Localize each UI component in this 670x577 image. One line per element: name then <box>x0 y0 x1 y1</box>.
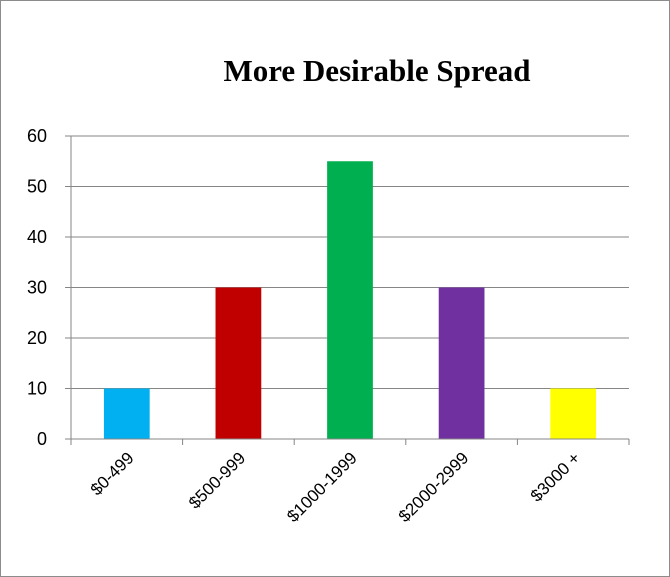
x-tick-label-0: $0-499 <box>87 448 138 499</box>
bar-1 <box>215 287 262 439</box>
bar-0 <box>103 388 150 439</box>
x-tick-label-1: $500-999 <box>185 448 249 512</box>
y-tick-label-1: 10 <box>27 379 47 399</box>
axes <box>65 136 630 445</box>
y-axis-tick-labels: 0 10 20 30 40 50 60 <box>27 126 47 449</box>
x-tick-label-3: $2000-2999 <box>395 448 473 526</box>
x-tick-label-2: $1000-1999 <box>283 448 361 526</box>
y-tick-label-2: 20 <box>27 328 47 348</box>
y-tick-label-4: 40 <box>27 227 47 247</box>
bar-4 <box>550 388 597 439</box>
bar-2 <box>327 161 373 439</box>
y-tick-label-3: 30 <box>27 278 47 298</box>
y-tick-label-5: 50 <box>27 177 47 197</box>
x-axis-tick-labels: $0-499 $500-999 $1000-1999 $2000-2999 $3000 … <box>87 448 584 526</box>
y-tick-label-6: 60 <box>27 126 47 146</box>
x-tick-label-4: $3000 + <box>527 448 584 505</box>
bars <box>103 161 597 439</box>
y-tick-label-0: 0 <box>37 429 47 449</box>
chart-title: More Desirable Spread <box>223 53 530 88</box>
bar-3 <box>438 287 485 439</box>
